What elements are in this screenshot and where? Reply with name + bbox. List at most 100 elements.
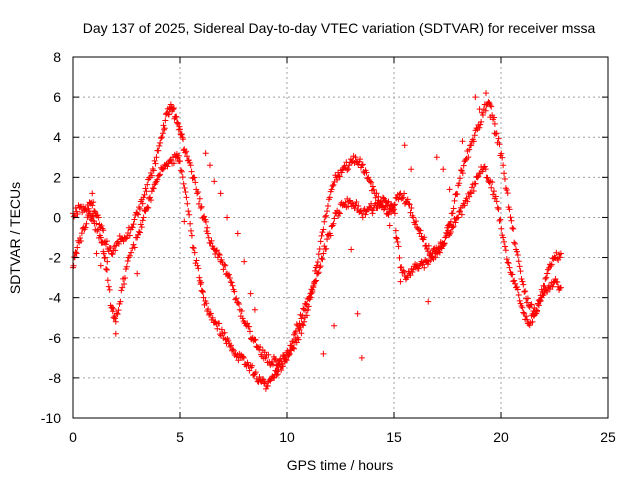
- data-point: [296, 320, 303, 327]
- data-point: [158, 135, 165, 142]
- data-point: [238, 307, 245, 314]
- data-point: [358, 354, 365, 361]
- data-point: [520, 281, 527, 288]
- data-point: [305, 303, 312, 310]
- data-point: [151, 157, 158, 164]
- data-point: [330, 181, 337, 188]
- data-point: [461, 202, 468, 209]
- data-point: [269, 358, 276, 365]
- data-point: [446, 232, 453, 239]
- data-point: [177, 167, 184, 174]
- data-point: [408, 204, 415, 211]
- data-point: [491, 120, 498, 127]
- data-point: [147, 197, 154, 204]
- data-point: [400, 194, 407, 201]
- data-point: [315, 269, 322, 276]
- data-point: [534, 307, 541, 314]
- data-point: [523, 299, 530, 306]
- data-point: [225, 271, 232, 278]
- data-point: [456, 180, 463, 187]
- data-point: [406, 201, 413, 208]
- data-point: [327, 232, 334, 239]
- data-point: [492, 130, 499, 137]
- data-point: [72, 205, 79, 212]
- data-point: [435, 246, 442, 253]
- data-point: [256, 374, 263, 381]
- data-point: [136, 228, 143, 235]
- data-point: [302, 300, 309, 307]
- data-point: [70, 213, 77, 220]
- data-point: [433, 154, 440, 161]
- data-point: [152, 179, 159, 186]
- data-point: [516, 297, 523, 304]
- data-point: [90, 199, 97, 206]
- data-point: [314, 270, 321, 277]
- data-point: [443, 233, 450, 240]
- data-point: [513, 283, 520, 290]
- data-point: [77, 238, 84, 245]
- data-point: [497, 216, 504, 223]
- data-point: [224, 214, 231, 221]
- data-point: [352, 154, 359, 161]
- data-point: [312, 278, 319, 285]
- data-point: [200, 294, 207, 301]
- data-point: [336, 210, 343, 217]
- data-point: [404, 196, 411, 203]
- data-point: [137, 221, 144, 228]
- data-point: [124, 257, 131, 264]
- data-point: [345, 165, 352, 172]
- data-point: [391, 201, 398, 208]
- data-point: [152, 160, 159, 167]
- y-tick-label: -4: [49, 290, 62, 306]
- data-point: [483, 90, 490, 97]
- data-point: [532, 310, 539, 317]
- data-point: [206, 162, 213, 169]
- data-point: [397, 278, 404, 285]
- data-point: [369, 210, 376, 217]
- x-tick-label: 20: [493, 429, 509, 445]
- data-point: [511, 239, 518, 246]
- data-point: [386, 222, 393, 229]
- data-point: [153, 154, 160, 161]
- data-point: [549, 283, 556, 290]
- data-point: [512, 280, 519, 287]
- data-point: [331, 215, 338, 222]
- data-point: [487, 114, 494, 121]
- data-point: [139, 200, 146, 207]
- data-point: [524, 295, 531, 302]
- data-point: [188, 168, 195, 175]
- data-point: [357, 156, 364, 163]
- data-point: [301, 318, 308, 325]
- data-point: [97, 262, 104, 269]
- data-point: [313, 262, 320, 269]
- data-point: [348, 246, 355, 253]
- data-point: [229, 282, 236, 289]
- data-point: [77, 234, 84, 241]
- data-point: [274, 362, 281, 369]
- data-point: [492, 193, 499, 200]
- data-point: [442, 234, 449, 241]
- data-point: [110, 305, 117, 312]
- data-point: [198, 287, 205, 294]
- data-point: [112, 330, 119, 337]
- data-point: [515, 258, 522, 265]
- data-point: [241, 258, 248, 265]
- data-point: [359, 161, 366, 168]
- data-point: [178, 168, 185, 175]
- data-point: [362, 211, 369, 218]
- data-point: [217, 190, 224, 197]
- data-point: [221, 261, 228, 268]
- data-point: [157, 171, 164, 178]
- data-point: [496, 217, 503, 224]
- data-point: [286, 351, 293, 358]
- data-point: [104, 277, 111, 284]
- data-point: [466, 193, 473, 200]
- data-point: [459, 138, 466, 145]
- data-point: [541, 283, 548, 290]
- data-point: [557, 254, 564, 261]
- data-point: [262, 354, 269, 361]
- data-point: [144, 181, 151, 188]
- data-point: [205, 306, 212, 313]
- data-point: [267, 362, 274, 369]
- data-point: [323, 245, 330, 252]
